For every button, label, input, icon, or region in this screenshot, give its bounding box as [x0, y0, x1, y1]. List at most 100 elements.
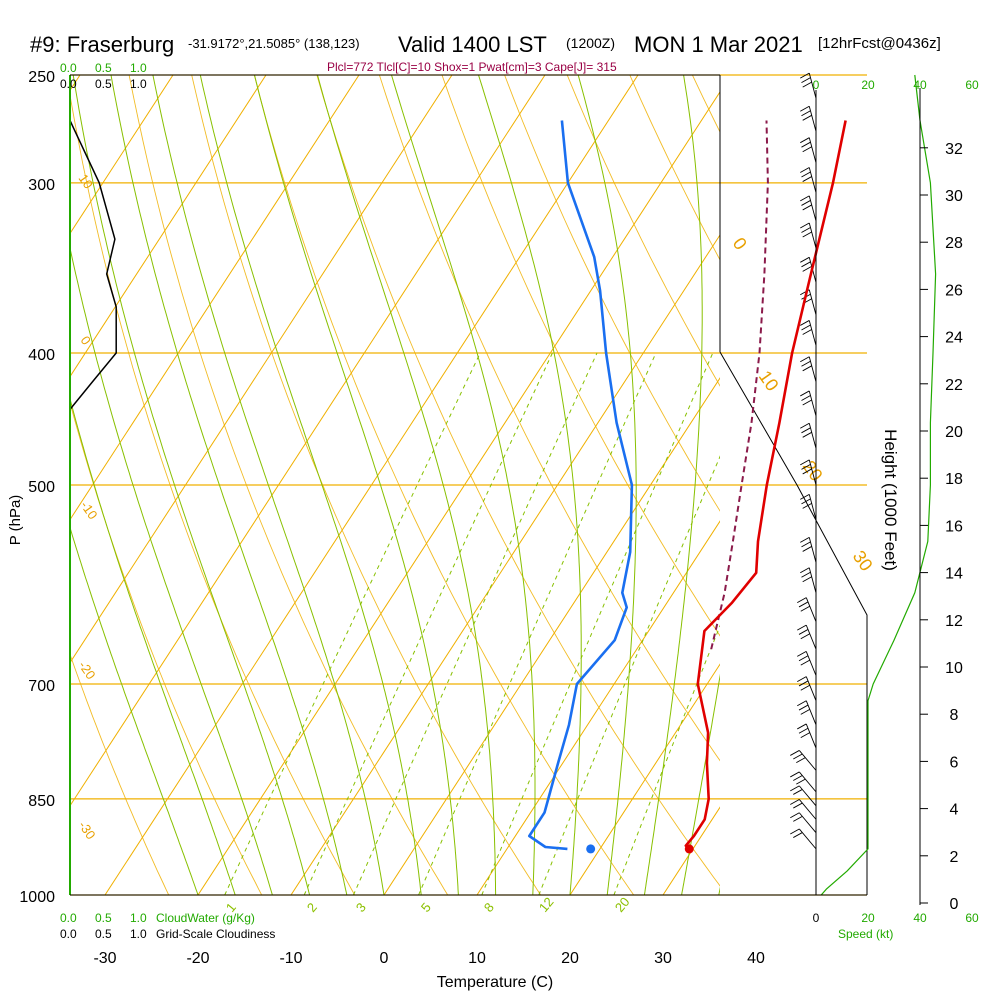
- wind-barb-flag: [801, 498, 811, 505]
- surface-temperature-marker: [684, 844, 694, 854]
- cloudiness-bottom-0: 0.0: [60, 927, 77, 941]
- speed-tick-label-bottom: 20: [861, 911, 875, 925]
- wind-barb: [790, 785, 817, 807]
- station-coords: -31.9172°,21.5085° (138,123): [188, 36, 360, 51]
- mixing-ratio-label: 3: [353, 900, 369, 915]
- wind-barb: [800, 105, 817, 132]
- speed-tick-label-bottom: 40: [913, 911, 927, 925]
- wind-barb: [800, 493, 817, 520]
- forecast-info: [12hrFcst@0436z]: [818, 35, 941, 52]
- wind-barb: [797, 700, 817, 726]
- isotherm-line: [569, 663, 720, 895]
- wind-barb: [800, 459, 817, 486]
- temperature-line: [684, 120, 847, 850]
- wind-barb-flag: [800, 105, 810, 112]
- wind-barb-flag: [790, 812, 800, 819]
- isotherm-line: [70, 75, 174, 235]
- wind-barb-flag: [790, 785, 800, 792]
- wind-barb: [797, 723, 817, 749]
- cloudiness-label: Grid-Scale Cloudiness: [156, 927, 275, 941]
- dry-adiabat-line: [128, 75, 449, 895]
- cloudwater-bottom-0: 0.0: [60, 911, 77, 925]
- dry-adiabat-line: [70, 652, 170, 895]
- temperature-tick-label: -20: [186, 950, 209, 967]
- valid-date: MON 1 Mar 2021: [634, 32, 803, 57]
- wind-barb-flag: [790, 799, 800, 805]
- pressure-tick-label: 1000: [19, 889, 55, 906]
- isotherm-line: [70, 75, 360, 521]
- moist-adiabat-line: [70, 396, 236, 895]
- wind-barb-flag: [800, 633, 810, 640]
- height-tick-label: 26: [945, 282, 963, 299]
- height-tick-label: 10: [945, 660, 963, 677]
- dry-adiabat-line: [253, 75, 635, 895]
- wind-barb-flag: [802, 546, 812, 552]
- isotherm-line: [70, 75, 267, 378]
- wind-barb-flag: [802, 399, 812, 406]
- height-tick-label: 2: [950, 849, 959, 866]
- wind-barb-flag: [802, 365, 812, 372]
- pressure-tick-label: 700: [28, 678, 55, 695]
- wind-barb-flag: [797, 700, 807, 707]
- wind-barb: [790, 812, 817, 833]
- wind-barb-flag: [801, 427, 811, 434]
- wind-barb: [800, 390, 817, 417]
- wind-barb-flag: [793, 775, 803, 781]
- isotherm-line: [197, 91, 720, 895]
- wind-barb: [797, 676, 817, 701]
- mixing-ratio-label: 5: [418, 900, 434, 915]
- dry-adiabat-line: [70, 401, 263, 895]
- wind-barb-flag: [797, 624, 807, 631]
- dry-adiabat-line: [566, 75, 720, 387]
- wind-barb-staff: [808, 137, 817, 163]
- wind-barb: [790, 799, 817, 820]
- wind-barb-flag: [800, 459, 810, 466]
- height-tick-label: 30: [945, 188, 963, 205]
- wind-barb: [797, 651, 817, 676]
- moist-adiabat-line: [152, 75, 385, 895]
- isotherm-label: 10: [755, 367, 783, 395]
- isotherm-label: -30: [76, 818, 99, 842]
- plot-boundary-line: [719, 351, 868, 895]
- wind-barb-staff: [808, 222, 817, 249]
- mixing-ratio-label: 8: [481, 900, 497, 915]
- pressure-tick-label: 400: [28, 347, 55, 364]
- wind-barb-flag: [801, 141, 811, 148]
- wind-barb-flag: [801, 360, 811, 367]
- wind-barb-flag: [800, 684, 810, 691]
- speed-tick-label-top: 0: [813, 78, 820, 92]
- dry-adiabat-line: [504, 75, 720, 512]
- moist-adiabat-line: [478, 75, 582, 895]
- wind-barb-staff: [805, 624, 817, 650]
- wind-speed-line: [820, 74, 937, 896]
- wind-barb-flag: [800, 422, 810, 429]
- wind-barb-flag: [800, 659, 810, 666]
- speed-tick-label-top: 20: [861, 78, 875, 92]
- wind-barb-flag: [796, 778, 806, 785]
- wind-barb-flag: [800, 72, 810, 79]
- wind-barb-staff: [805, 597, 817, 622]
- height-tick-label: 4: [950, 802, 959, 819]
- wind-barb-flag: [793, 832, 803, 838]
- temperature-tick-label: -30: [93, 950, 116, 967]
- wind-barb-staff: [808, 390, 817, 417]
- height-tick-label: 0: [950, 896, 959, 913]
- wind-barb-flag: [798, 655, 809, 662]
- wind-barb-flag: [802, 114, 812, 121]
- cloudiness-top-0: 0.0: [60, 77, 77, 91]
- isotherm-line: [70, 75, 453, 664]
- wind-barb: [800, 222, 817, 249]
- dewpoint-line: [528, 120, 634, 851]
- temperature-tick-label: 30: [654, 950, 672, 967]
- wind-barb-flag: [800, 732, 810, 738]
- dry-adiabat-line: [441, 75, 720, 637]
- isotherm-line: [70, 75, 546, 807]
- moist-adiabat-line: [254, 75, 459, 895]
- wind-barb-flag: [800, 390, 810, 397]
- wind-barb-flag: [801, 171, 811, 178]
- cloud-fraction-line: [69, 75, 117, 410]
- dry-adiabat-line: [316, 75, 720, 887]
- height-axis-title: Height (1000 Feet): [881, 429, 900, 571]
- temperature-tick-label: 0: [380, 950, 389, 967]
